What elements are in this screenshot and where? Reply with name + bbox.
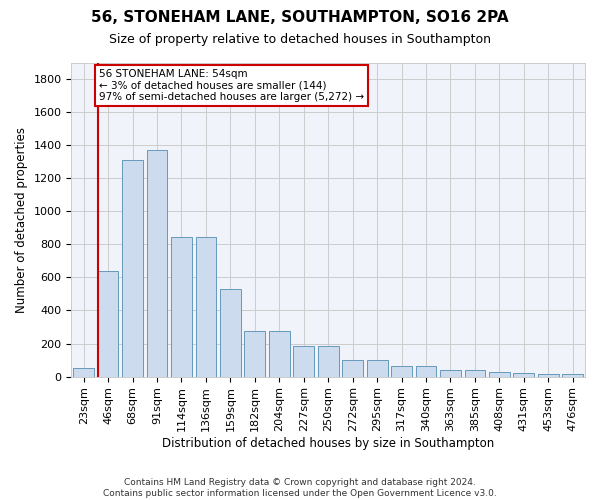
Text: 56, STONEHAM LANE, SOUTHAMPTON, SO16 2PA: 56, STONEHAM LANE, SOUTHAMPTON, SO16 2PA	[91, 10, 509, 25]
Bar	[244, 331, 265, 376]
Text: Size of property relative to detached houses in Southampton: Size of property relative to detached ho…	[109, 32, 491, 46]
Bar	[146, 150, 167, 376]
Y-axis label: Number of detached properties: Number of detached properties	[15, 126, 28, 312]
Bar	[342, 360, 363, 376]
Bar	[73, 368, 94, 376]
Bar	[489, 372, 510, 376]
Bar	[293, 346, 314, 376]
Bar	[367, 360, 388, 376]
Bar	[391, 366, 412, 376]
X-axis label: Distribution of detached houses by size in Southampton: Distribution of detached houses by size …	[162, 437, 494, 450]
Bar	[538, 374, 559, 376]
Bar	[416, 366, 436, 376]
Bar	[464, 370, 485, 376]
Bar	[220, 289, 241, 376]
Text: Contains HM Land Registry data © Crown copyright and database right 2024.
Contai: Contains HM Land Registry data © Crown c…	[103, 478, 497, 498]
Bar	[196, 237, 217, 376]
Bar	[98, 271, 118, 376]
Bar	[562, 374, 583, 376]
Bar	[318, 346, 338, 376]
Bar	[514, 373, 534, 376]
Bar	[269, 331, 290, 376]
Bar	[122, 160, 143, 376]
Bar	[440, 370, 461, 376]
Bar	[171, 237, 192, 376]
Text: 56 STONEHAM LANE: 54sqm
← 3% of detached houses are smaller (144)
97% of semi-de: 56 STONEHAM LANE: 54sqm ← 3% of detached…	[99, 69, 364, 102]
